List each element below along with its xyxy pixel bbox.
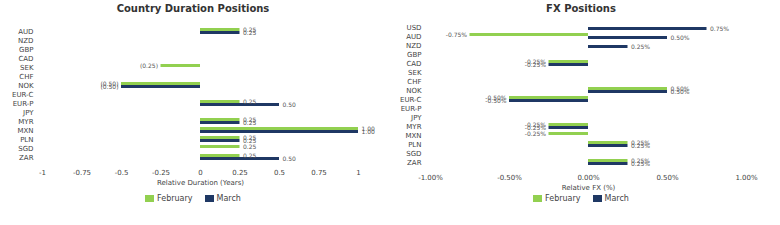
svg-text:1.00: 1.00 xyxy=(362,128,376,135)
svg-text:NZD: NZD xyxy=(406,42,421,50)
svg-text:SGD: SGD xyxy=(18,145,33,153)
svg-text:1.00%: 1.00% xyxy=(735,174,758,182)
svg-text:SGD: SGD xyxy=(406,150,421,158)
svg-text:EUR-P: EUR-P xyxy=(401,105,422,113)
svg-text:0.50%: 0.50% xyxy=(671,88,690,95)
html-text:February: February xyxy=(157,194,193,203)
svg-text:0.25: 0.25 xyxy=(243,152,257,159)
svg-text:NOK: NOK xyxy=(18,82,34,90)
svg-text:(0.50): (0.50) xyxy=(100,83,118,90)
svg-text:0.00%: 0.00% xyxy=(577,174,600,182)
svg-text:1: 1 xyxy=(356,169,360,177)
svg-text:JPY: JPY xyxy=(410,114,422,122)
svg-text:CAD: CAD xyxy=(18,55,33,63)
svg-text:0.25%: 0.25% xyxy=(631,142,650,149)
svg-text:-0.50%: -0.50% xyxy=(485,97,507,104)
svg-text:-0.75%: -0.75% xyxy=(446,31,468,38)
svg-text:MYR: MYR xyxy=(18,118,33,126)
svg-text:PLN: PLN xyxy=(20,136,33,144)
svg-text:-0.50%: -0.50% xyxy=(497,174,522,182)
svg-text:MYR: MYR xyxy=(406,123,421,131)
svg-text:SEK: SEK xyxy=(408,69,422,77)
svg-text:MXN: MXN xyxy=(17,127,33,135)
svg-text:NOK: NOK xyxy=(406,87,422,95)
svg-text:NZD: NZD xyxy=(18,37,33,45)
svg-text:-1.00%: -1.00% xyxy=(418,174,443,182)
svg-text:0.75: 0.75 xyxy=(311,169,327,177)
svg-text:-0.25: -0.25 xyxy=(152,169,170,177)
svg-text:ZAR: ZAR xyxy=(407,159,422,167)
svg-text:CHF: CHF xyxy=(407,78,421,86)
svg-text:0.75%: 0.75% xyxy=(710,25,729,32)
svg-text:0.25: 0.25 xyxy=(243,98,257,105)
svg-text:-0.25%: -0.25% xyxy=(525,61,547,68)
html-text:February: February xyxy=(545,194,581,203)
svg-text:GBP: GBP xyxy=(407,51,421,59)
svg-text:USD: USD xyxy=(407,24,422,32)
svg-text:0.50%: 0.50% xyxy=(656,174,679,182)
svg-text:CAD: CAD xyxy=(406,60,421,68)
svg-text:Relative FX (%): Relative FX (%) xyxy=(562,184,616,192)
svg-text:EUR-C: EUR-C xyxy=(400,96,422,104)
svg-text:0.25: 0.25 xyxy=(243,29,257,36)
svg-text:0.25%: 0.25% xyxy=(631,43,650,50)
svg-text:0.25: 0.25 xyxy=(232,169,248,177)
svg-text:CHF: CHF xyxy=(19,73,33,81)
html-text:March: March xyxy=(216,194,241,203)
svg-text:JPY: JPY xyxy=(22,109,34,117)
svg-text:MXN: MXN xyxy=(405,132,421,140)
svg-text:-0.5: -0.5 xyxy=(115,169,129,177)
svg-text:SEK: SEK xyxy=(20,64,34,72)
svg-text:EUR-C: EUR-C xyxy=(12,91,34,99)
svg-text:0.25: 0.25 xyxy=(243,143,257,150)
svg-text:Relative Duration (Years): Relative Duration (Years) xyxy=(157,179,244,187)
svg-text:PLN: PLN xyxy=(408,141,421,149)
svg-text:-0.75: -0.75 xyxy=(73,169,91,177)
html-text:March: March xyxy=(604,194,629,203)
html-text:FX Positions: FX Positions xyxy=(546,3,616,14)
svg-text:EUR-P: EUR-P xyxy=(13,100,34,108)
html-text:Country Duration Positions: Country Duration Positions xyxy=(116,3,270,14)
svg-text:ZAR: ZAR xyxy=(19,154,34,162)
svg-text:AUD: AUD xyxy=(18,28,33,36)
svg-text:-1: -1 xyxy=(39,169,46,177)
svg-text:-0.25%: -0.25% xyxy=(525,130,547,137)
svg-text:0.50%: 0.50% xyxy=(671,34,690,41)
svg-text:0.50: 0.50 xyxy=(283,155,297,162)
svg-text:GBP: GBP xyxy=(19,46,33,54)
svg-text:0: 0 xyxy=(198,169,202,177)
svg-text:0.50: 0.50 xyxy=(283,101,297,108)
svg-text:(0.25): (0.25) xyxy=(140,62,158,69)
svg-text:0.25%: 0.25% xyxy=(631,160,650,167)
svg-text:0.5: 0.5 xyxy=(274,169,285,177)
svg-text:AUD: AUD xyxy=(406,33,421,41)
svg-text:0.25: 0.25 xyxy=(243,119,257,126)
